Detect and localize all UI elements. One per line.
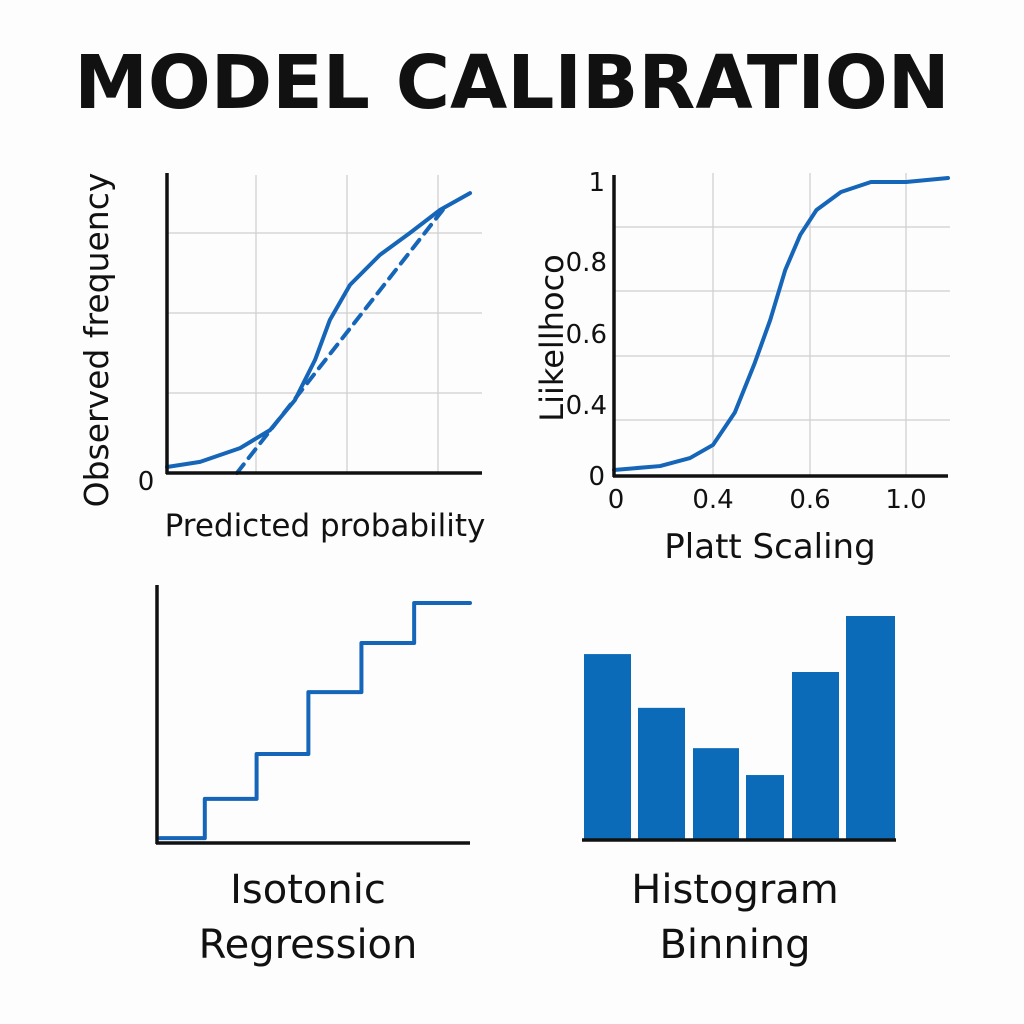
p2-y-tick-label: 1: [588, 168, 605, 198]
figure-title: MODEL CALIBRATION: [74, 40, 949, 126]
p2-y-tick-label: 0.6: [566, 320, 607, 350]
p4-label-line2: Binning: [659, 922, 810, 968]
histogram-binning-chart: Histogram Binning: [582, 616, 896, 968]
p4-bar-2: [638, 707, 685, 840]
p2-x-tick-label: 1.0: [885, 485, 926, 515]
p2-y-tick-label: 0: [588, 462, 605, 492]
reliability-diagram: 0 Predicted probability Observed frequen…: [77, 173, 485, 544]
p2-y-tick-label: 0.8: [566, 248, 607, 278]
p2-x-tick-label: 0: [608, 485, 625, 515]
p1-x-axis-label: Predicted probability: [165, 508, 486, 544]
p2-y-axis-label: Liikellhoco: [533, 254, 571, 422]
p4-bar-5: [792, 672, 839, 840]
p4-label-line1: Histogram: [631, 867, 839, 913]
isotonic-regression-chart: Isotonic Regression: [155, 585, 472, 968]
p1-y-tick-0: 0: [138, 467, 155, 497]
platt-scaling-chart: 0 0.4 0.6 1.0 0 0.4 0.6 0.8 1 Platt Scaling Liik…: [533, 168, 950, 567]
p1-diagonal-line: [234, 204, 448, 475]
p2-y-tick-label: 0.4: [566, 391, 607, 421]
p2-x-tick-label: 0.4: [692, 485, 733, 515]
p2-sigmoid-curve: [612, 176, 950, 472]
p4-bar-6: [846, 616, 895, 840]
p4-bar-1: [584, 654, 631, 840]
p4-bar-3: [693, 748, 739, 840]
p2-x-axis-label: Platt Scaling: [664, 527, 875, 567]
p1-calibration-curve: [165, 191, 473, 469]
p3-label-line2: Regression: [199, 922, 418, 968]
p4-bar-4: [746, 775, 784, 840]
p2-x-tick-label: 0.6: [789, 485, 830, 515]
p3-label-line1: Isotonic: [230, 867, 386, 913]
p3-step-function: [158, 601, 472, 841]
p1-y-axis-label: Observed frequency: [77, 173, 116, 508]
